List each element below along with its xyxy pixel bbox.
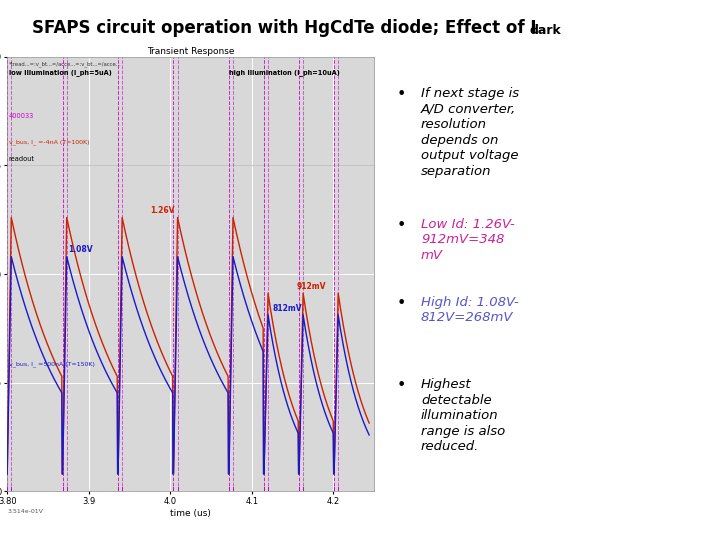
Text: *tread...=:v_bt...=/acce...=:v_bt...=/acce...: *tread...=:v_bt...=/acce...=:v_bt...=/ac… [9,62,122,67]
Text: 912mV: 912mV [297,282,326,291]
Text: 400033: 400033 [9,112,34,119]
Text: high Illumination (I_ph=10uA): high Illumination (I_ph=10uA) [229,69,340,76]
Text: Highest
detectable
illumination
range is also
reduced.: Highest detectable illumination range is… [421,379,505,454]
Text: v_bus, I_ =-4nA (T=100K): v_bus, I_ =-4nA (T=100K) [9,140,89,145]
Text: 3.514e-01V: 3.514e-01V [7,509,43,514]
Text: readout: readout [9,156,35,162]
Text: •: • [397,87,406,102]
Text: Low Id: 1.26V-
912mV=348
mV: Low Id: 1.26V- 912mV=348 mV [421,218,515,261]
Title: Transient Response: Transient Response [147,47,235,56]
Text: v_bus, I_ =500nA (T=150K): v_bus, I_ =500nA (T=150K) [9,361,95,367]
Text: 1.08V: 1.08V [68,245,93,254]
Text: If next stage is
A/D converter,
resolution
depends on
output voltage
separation: If next stage is A/D converter, resoluti… [421,87,519,178]
Text: SFAPS circuit operation with HgCdTe diode; Effect of I: SFAPS circuit operation with HgCdTe diod… [32,19,536,37]
X-axis label: time (us): time (us) [170,509,211,518]
Text: 1.26V: 1.26V [150,206,174,215]
Text: High Id: 1.08V-
812V=268mV: High Id: 1.08V- 812V=268mV [421,296,519,325]
Text: •: • [397,379,406,393]
Text: dark: dark [529,24,561,37]
Text: 812mV: 812mV [272,304,302,313]
Text: low Illumination (I_ph=5uA): low Illumination (I_ph=5uA) [9,69,112,76]
Text: •: • [397,296,406,311]
Text: •: • [397,218,406,233]
